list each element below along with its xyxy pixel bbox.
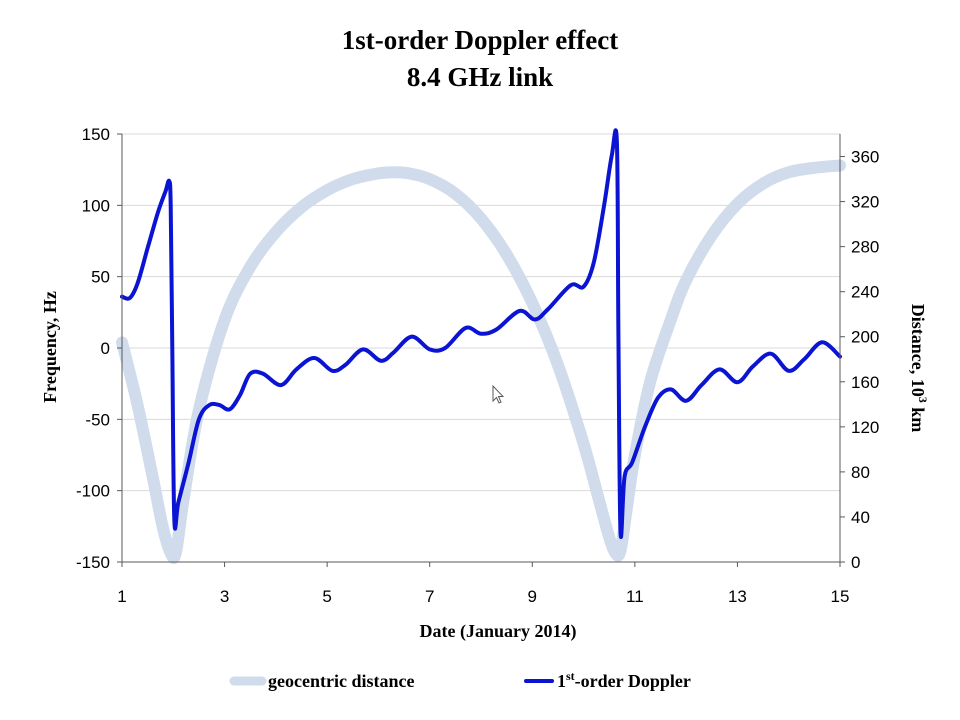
y-right-tick-label: 280	[851, 238, 879, 257]
y-axis-left-title: Frequency, Hz	[40, 291, 60, 403]
chart-title-line-1: 1st-order Doppler effect	[342, 25, 618, 55]
y-left-tick-label: 0	[101, 339, 110, 358]
y-left-tick-label: -150	[76, 553, 110, 572]
y-right-tick-label: 40	[851, 508, 870, 527]
y-axis-right-title-sup: 3	[916, 397, 930, 403]
y-axis-right-title-suffix: km	[908, 403, 928, 433]
y-axis-right-title: Distance, 103 km	[908, 304, 930, 433]
plot-area	[116, 128, 846, 564]
chart-title-line-2: 8.4 GHz link	[407, 62, 553, 92]
x-tick-label: 5	[322, 587, 331, 606]
series-doppler	[120, 128, 842, 539]
y-left-tick-label: 150	[82, 125, 110, 144]
y-right-tick-label: 80	[851, 463, 870, 482]
y-right-tick-label: 0	[851, 553, 860, 572]
x-tick-label: 3	[220, 587, 229, 606]
y-right-tick-label: 160	[851, 373, 879, 392]
legend-label-doppler-rest: -order Doppler	[575, 671, 691, 691]
y-right-tick-label: 360	[851, 148, 879, 167]
y-left-tick-label: 50	[91, 268, 110, 287]
x-tick-label: 9	[528, 587, 537, 606]
series-geocentric-distance	[116, 159, 846, 564]
y-left-tick-label: -100	[76, 482, 110, 501]
y-left-tick-label: -50	[85, 410, 110, 429]
legend-label-doppler-sup: st	[566, 669, 575, 683]
y-right-tick-label: 120	[851, 418, 879, 437]
x-tick-label: 7	[425, 587, 434, 606]
x-tick-label: 13	[728, 587, 747, 606]
y-axis-right-title-prefix: Distance, 10	[908, 304, 928, 397]
x-tick-label: 15	[831, 587, 850, 606]
y-right-tick-label: 320	[851, 193, 879, 212]
x-tick-label: 1	[117, 587, 126, 606]
x-axis-title: Date (January 2014)	[420, 621, 577, 642]
mouse-cursor-icon	[492, 384, 505, 404]
legend: geocentric distance 1st-order Doppler	[229, 669, 691, 691]
axes: -150 -100 -50 0 50 100 150 0 40 80 120 160 200 240 280…	[76, 125, 879, 606]
legend-label-doppler: 1st-order Doppler	[557, 669, 691, 691]
y-right-tick-label: 200	[851, 328, 879, 347]
legend-label-doppler-base: 1	[557, 671, 566, 691]
legend-label-geocentric-distance: geocentric distance	[268, 671, 414, 691]
y-left-tick-label: 100	[82, 196, 110, 215]
x-tick-label: 11	[626, 587, 644, 606]
y-right-tick-label: 240	[851, 283, 879, 302]
